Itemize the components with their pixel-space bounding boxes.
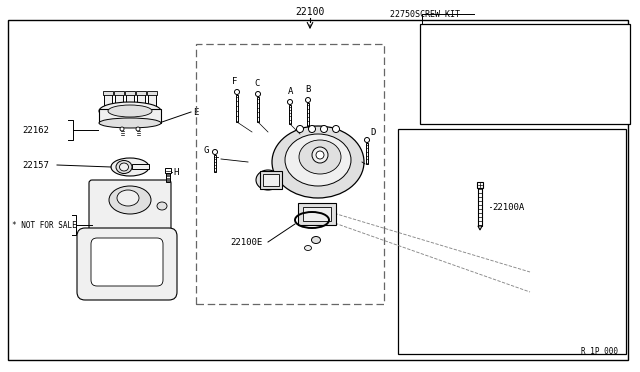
Bar <box>137 93 145 109</box>
Bar <box>99 109 161 123</box>
Bar <box>260 171 282 189</box>
Circle shape <box>212 150 218 154</box>
Ellipse shape <box>99 102 161 120</box>
Text: C: C <box>254 79 260 88</box>
Bar <box>104 93 112 109</box>
Ellipse shape <box>116 160 132 173</box>
Bar <box>398 129 626 354</box>
Text: * NOT FOR SALE: * NOT FOR SALE <box>12 221 77 230</box>
Ellipse shape <box>272 126 364 198</box>
Text: H--BOLT  (M5X10)  (1): H--BOLT (M5X10) (1) <box>426 115 518 121</box>
Circle shape <box>296 125 303 132</box>
Text: C--SCREW (M4X20)  (2): C--SCREW (M4X20) (2) <box>426 52 518 58</box>
Circle shape <box>287 99 292 105</box>
Bar <box>478 188 482 226</box>
Ellipse shape <box>285 134 351 186</box>
Bar <box>214 154 216 172</box>
FancyBboxPatch shape <box>91 238 163 286</box>
Bar <box>303 207 331 221</box>
Text: 22100E: 22100E <box>230 237 262 247</box>
Circle shape <box>308 125 316 132</box>
Bar <box>148 93 156 109</box>
Text: H: H <box>173 167 179 176</box>
Bar <box>165 168 171 173</box>
Circle shape <box>316 151 324 159</box>
FancyBboxPatch shape <box>89 180 171 231</box>
Circle shape <box>120 127 124 131</box>
Ellipse shape <box>299 140 341 174</box>
Text: 22100: 22100 <box>295 7 324 17</box>
Text: 22750SCREW KIT: 22750SCREW KIT <box>390 10 460 19</box>
Text: F: F <box>232 77 237 86</box>
Polygon shape <box>478 226 482 230</box>
Bar <box>114 91 124 95</box>
Text: A: A <box>288 87 294 96</box>
Text: B: B <box>305 85 310 94</box>
Bar <box>132 164 149 169</box>
Text: E--SCREW (M4X18)  (3): E--SCREW (M4X18) (3) <box>426 77 518 83</box>
Bar <box>420 24 630 124</box>
Text: G--SCREW (M4X8.5)(1): G--SCREW (M4X8.5)(1) <box>426 102 513 109</box>
Circle shape <box>136 127 140 131</box>
Bar <box>307 103 309 126</box>
Bar <box>166 173 170 182</box>
Text: A--SCREW (M5X16)  (1): A--SCREW (M5X16) (1) <box>426 27 518 33</box>
Text: G: G <box>204 145 209 154</box>
Ellipse shape <box>256 170 280 190</box>
Text: B--SCREW (M4X10)  (2): B--SCREW (M4X10) (2) <box>426 39 518 46</box>
Text: R 1P 000: R 1P 000 <box>581 347 618 356</box>
Bar <box>365 142 369 164</box>
Bar <box>115 93 123 109</box>
Bar <box>289 105 291 124</box>
Bar <box>477 182 483 188</box>
Text: 22100A: 22100A <box>492 202 524 212</box>
Ellipse shape <box>108 105 152 117</box>
Bar <box>147 91 157 95</box>
Text: E: E <box>193 108 198 116</box>
Ellipse shape <box>120 163 129 171</box>
Circle shape <box>312 147 328 163</box>
Ellipse shape <box>312 237 321 244</box>
Bar <box>263 174 279 186</box>
Text: F--SCREW (M4X8)   (2): F--SCREW (M4X8) (2) <box>426 90 518 96</box>
Circle shape <box>255 92 260 96</box>
Text: D--SCREW (M5X28)  (2): D--SCREW (M5X28) (2) <box>426 64 518 71</box>
FancyBboxPatch shape <box>77 228 177 300</box>
Bar <box>298 203 336 225</box>
Bar <box>125 91 135 95</box>
Bar <box>103 91 113 95</box>
Circle shape <box>305 97 310 103</box>
Ellipse shape <box>111 158 149 176</box>
Ellipse shape <box>305 246 312 250</box>
Circle shape <box>234 90 239 94</box>
Ellipse shape <box>109 186 151 214</box>
Bar <box>136 91 146 95</box>
Circle shape <box>365 138 369 142</box>
Ellipse shape <box>157 202 167 210</box>
Bar <box>126 93 134 109</box>
Bar <box>257 96 259 122</box>
Text: 22162: 22162 <box>22 125 49 135</box>
Ellipse shape <box>117 190 139 206</box>
Ellipse shape <box>99 118 161 128</box>
Text: D: D <box>370 128 376 137</box>
Bar <box>236 94 238 122</box>
Circle shape <box>321 125 328 132</box>
Text: 22157: 22157 <box>22 160 49 170</box>
Circle shape <box>333 125 339 132</box>
Bar <box>196 44 384 304</box>
